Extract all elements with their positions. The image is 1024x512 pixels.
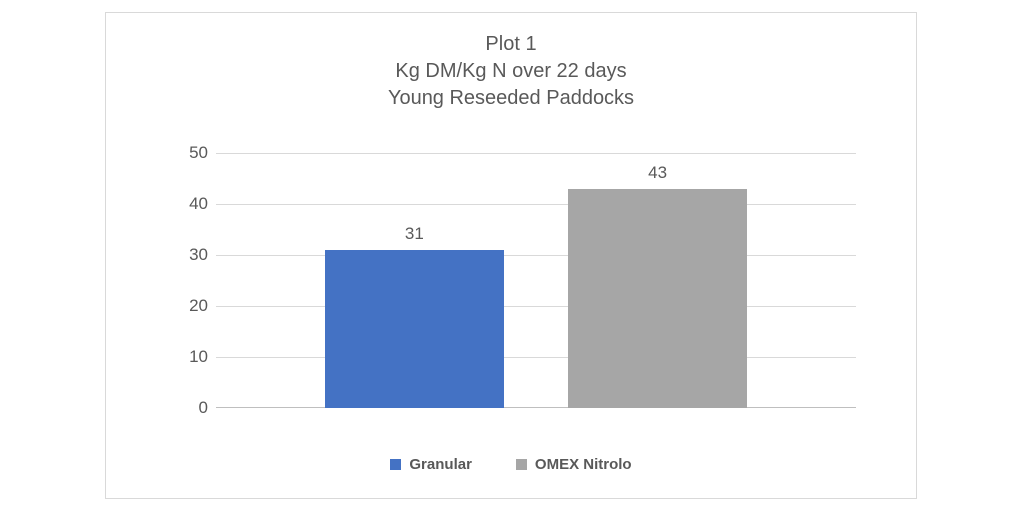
grid-line: [216, 153, 856, 154]
y-tick-label: 40: [189, 194, 208, 214]
x-axis: [216, 407, 856, 408]
legend-swatch: [390, 459, 401, 470]
chart-title: Plot 1 Kg DM/Kg N over 22 days Young Res…: [106, 31, 916, 112]
bar-value-label: 31: [325, 224, 504, 244]
legend-item: Granular: [390, 456, 472, 473]
legend-label: Granular: [409, 456, 472, 473]
grid-line: [216, 357, 856, 358]
y-tick-label: 20: [189, 296, 208, 316]
legend-label: OMEX Nitrolo: [535, 456, 632, 473]
grid-line: [216, 204, 856, 205]
legend: Granular OMEX Nitrolo: [106, 456, 916, 474]
bar-value-label: 43: [568, 163, 747, 183]
y-tick-label: 50: [189, 143, 208, 163]
y-tick-label: 10: [189, 347, 208, 367]
title-line-3: Young Reseeded Paddocks: [106, 85, 916, 112]
y-tick-label: 30: [189, 245, 208, 265]
title-line-2: Kg DM/Kg N over 22 days: [106, 58, 916, 85]
grid-line: [216, 306, 856, 307]
legend-item: OMEX Nitrolo: [516, 456, 632, 473]
bar: 43: [568, 189, 747, 408]
plot-area: 010203040503143: [216, 153, 856, 408]
y-tick-label: 0: [199, 398, 208, 418]
legend-swatch: [516, 459, 527, 470]
chart-container: Plot 1 Kg DM/Kg N over 22 days Young Res…: [105, 12, 917, 499]
bar: 31: [325, 250, 504, 408]
grid-line: [216, 255, 856, 256]
title-line-1: Plot 1: [106, 31, 916, 58]
